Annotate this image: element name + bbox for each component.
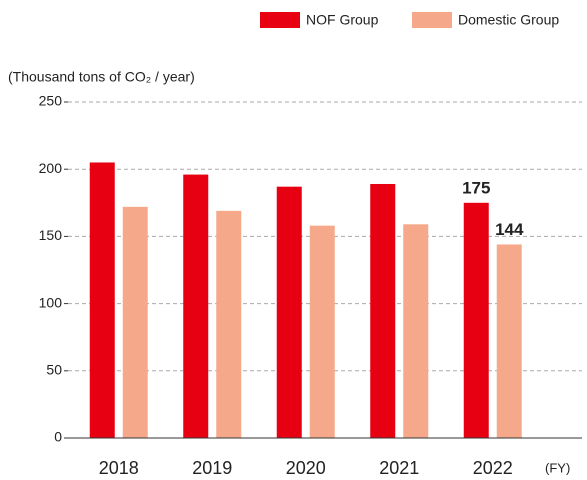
legend-label: NOF Group (306, 12, 379, 28)
bar (463, 202, 489, 438)
y-tick-label: 0 (54, 429, 62, 445)
x-tick-label: 2021 (379, 458, 419, 478)
data-label: 175 (462, 178, 490, 197)
x-tick-label: 2022 (473, 458, 513, 478)
legend-label: Domestic Group (458, 12, 559, 28)
y-tick-label: 250 (39, 93, 63, 109)
bar (122, 206, 148, 438)
bar (276, 186, 302, 438)
y-tick-label: 150 (39, 227, 63, 243)
y-axis-label: (Thousand tons of CO₂ / year) (8, 69, 195, 85)
y-tick-label: 200 (39, 160, 63, 176)
bar (496, 244, 522, 438)
data-label: 144 (495, 220, 524, 239)
bar (370, 183, 396, 438)
bar (403, 224, 429, 438)
legend-swatch (260, 12, 300, 28)
bar (216, 210, 242, 438)
x-axis-label: (FY) (545, 460, 570, 475)
y-tick-label: 100 (39, 294, 63, 310)
x-tick-label: 2018 (99, 458, 139, 478)
bar (183, 174, 209, 439)
x-tick-label: 2020 (286, 458, 326, 478)
x-tick-label: 2019 (192, 458, 232, 478)
bar (89, 162, 115, 439)
y-tick-label: 50 (46, 362, 62, 378)
bar (309, 225, 335, 438)
legend-swatch (412, 12, 452, 28)
